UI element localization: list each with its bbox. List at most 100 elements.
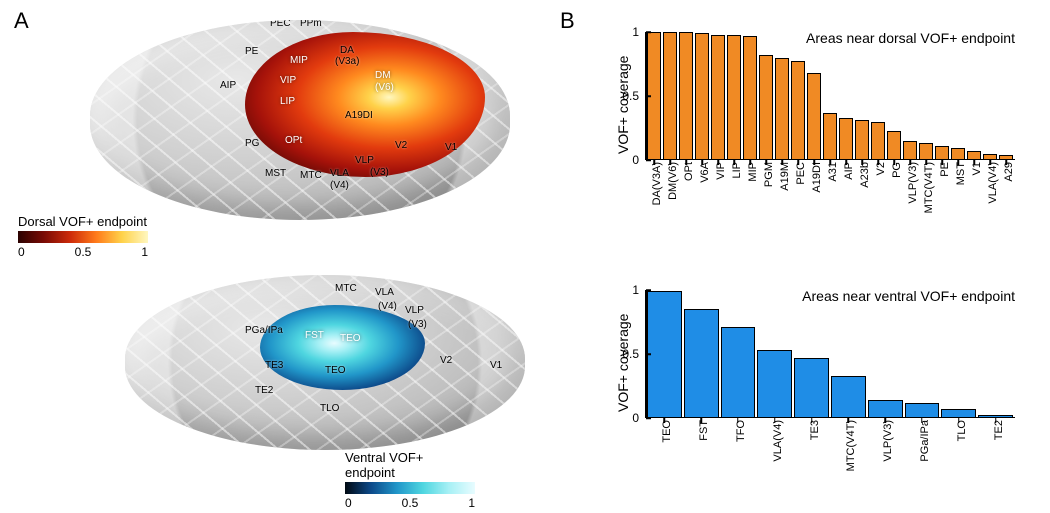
bar-a29: A29 (999, 32, 1013, 160)
ytick: 0.5 (622, 347, 645, 361)
bar-a19m: A19M (775, 32, 789, 160)
ventral-cbar-tick-2: 1 (468, 496, 475, 510)
bar-rect (823, 113, 837, 160)
bar-pg: PG (887, 32, 901, 160)
bar-rect (794, 358, 829, 418)
bar-vlpv3: VLP(V3) (903, 32, 917, 160)
area-label-v3a: (V3a) (335, 56, 359, 67)
bar-tlo: TLO (941, 290, 976, 418)
bar-dmv6: DM(V6) (663, 32, 677, 160)
ytick: 1 (632, 25, 645, 39)
xtick-label: A29 (997, 160, 1015, 182)
bar-vlpv3: VLP(V3) (868, 290, 903, 418)
bar-rect (919, 143, 933, 160)
dorsal-chart-bars: DA(V3A)DM(V6)OPtV6AVIPLIPMIPPGMA19MPECA1… (645, 32, 1015, 160)
area-label-dm: DM (375, 70, 391, 81)
bar-rect (935, 146, 949, 160)
bar-teo: TEO (647, 290, 682, 418)
area-label-pec: PEC (270, 20, 291, 29)
area-label-v1: V1 (445, 142, 457, 153)
bar-rect (727, 35, 741, 160)
bar-tfo: TFO (721, 290, 756, 418)
area-label-te2: TE2 (255, 385, 273, 396)
ventral-chart-ylabel: VOF+ coverage (615, 314, 631, 412)
bar-rect (679, 32, 693, 160)
area-label-v1: V1 (490, 360, 502, 371)
area-label-v6: (V6) (375, 82, 394, 93)
bar-rect (887, 131, 901, 160)
bar-a19di: A19DI (807, 32, 821, 160)
dorsal-chart-ylabel: VOF+ coverage (615, 56, 631, 154)
xtick-label: FST (692, 418, 710, 441)
bar-a31: A31 (823, 32, 837, 160)
bar-pgaipa: PGa/IPa (905, 290, 940, 418)
area-label-pgaipa: PGa/IPa (245, 325, 283, 336)
xtick-label: TE3 (803, 418, 821, 440)
bar-vlav4: VLA(V4) (983, 32, 997, 160)
area-label-mtc: MTC (300, 170, 322, 181)
ytick-mark (646, 159, 651, 161)
bar-rect (831, 376, 866, 418)
area-label-mst: MST (265, 168, 286, 179)
area-label-mtc: MTC (335, 283, 357, 294)
area-label-v2: V2 (440, 355, 452, 366)
area-label-aip: AIP (220, 80, 236, 91)
bar-rect (905, 403, 940, 418)
ytick: 1 (632, 283, 645, 297)
bar-rect (941, 409, 976, 418)
dorsal-coverage-chart: Areas near dorsal VOF+ endpoint VOF+ cov… (645, 32, 1015, 160)
bar-v1: V1 (967, 32, 981, 160)
bar-mip: MIP (743, 32, 757, 160)
bar-v6a: V6A (695, 32, 709, 160)
ventral-colorbar-ticks: 0 0.5 1 (345, 496, 475, 510)
area-label-v4: (V4) (330, 180, 349, 191)
area-label-v3: (V3) (408, 319, 427, 330)
bar-rect (839, 118, 853, 160)
xtick-label: TFO (729, 418, 747, 442)
dorsal-colorbar-label: Dorsal VOF+ endpoint (18, 214, 148, 229)
ytick-mark (646, 417, 651, 419)
bar-rect (855, 120, 869, 160)
bar-rect (759, 55, 773, 160)
ventral-colorbar-gradient (345, 482, 475, 494)
area-label-teo: TEO (325, 365, 346, 376)
area-label-fst: FST (305, 330, 324, 341)
area-label-lip: LIP (280, 96, 295, 107)
area-label-ppm: PPm (300, 20, 322, 29)
bar-rect (868, 400, 903, 418)
area-label-pe: PE (245, 46, 258, 57)
bar-rect (757, 350, 792, 418)
bar-rect (663, 32, 677, 160)
area-label-v2: V2 (395, 140, 407, 151)
ventral-colorbar: Ventral VOF+ endpoint 0 0.5 1 (345, 450, 475, 510)
bar-pe: PE (935, 32, 949, 160)
bar-v2: V2 (871, 32, 885, 160)
area-label-da: DA (340, 45, 354, 56)
xtick-label: TE2 (987, 418, 1005, 440)
ytick-mark (646, 353, 651, 355)
bar-vlav4: VLA(V4) (757, 290, 792, 418)
bar-te2: TE2 (978, 290, 1013, 418)
bar-mtcv4t: MTC(V4T) (919, 32, 933, 160)
bar-rect (807, 73, 821, 160)
dorsal-colorbar-ticks: 0 0.5 1 (18, 245, 148, 259)
dorsal-cbar-tick-0: 0 (18, 245, 25, 259)
dorsal-colorbar: Dorsal VOF+ endpoint 0 0.5 1 (18, 214, 148, 259)
brain-ventral-surface: PGa/IPaMTCVLA(V4)VLP(V3)FSTTEOTE3TEOTE2T… (125, 275, 525, 450)
area-label-pg: PG (245, 138, 259, 149)
figure-root: A B PECPPmPEMIPDA(V3a)AIPVIPDM(V6)LIPA19… (0, 0, 1050, 513)
area-label-te3: TE3 (265, 360, 283, 371)
area-label-vip: VIP (280, 75, 296, 86)
bar-fst: FST (684, 290, 719, 418)
xtick-label: MTC(V4T) (839, 418, 857, 471)
area-label-opt: OPt (285, 135, 302, 146)
bar-lip: LIP (727, 32, 741, 160)
bar-rect (721, 327, 756, 418)
bar-rect (871, 122, 885, 160)
bar-rect (791, 61, 805, 160)
ytick-mark (646, 95, 651, 97)
bar-rect (967, 151, 981, 160)
ventral-colorbar-label: Ventral VOF+ endpoint (345, 450, 475, 480)
bar-aip: AIP (839, 32, 853, 160)
xtick-label: VLP(V3) (876, 418, 894, 462)
